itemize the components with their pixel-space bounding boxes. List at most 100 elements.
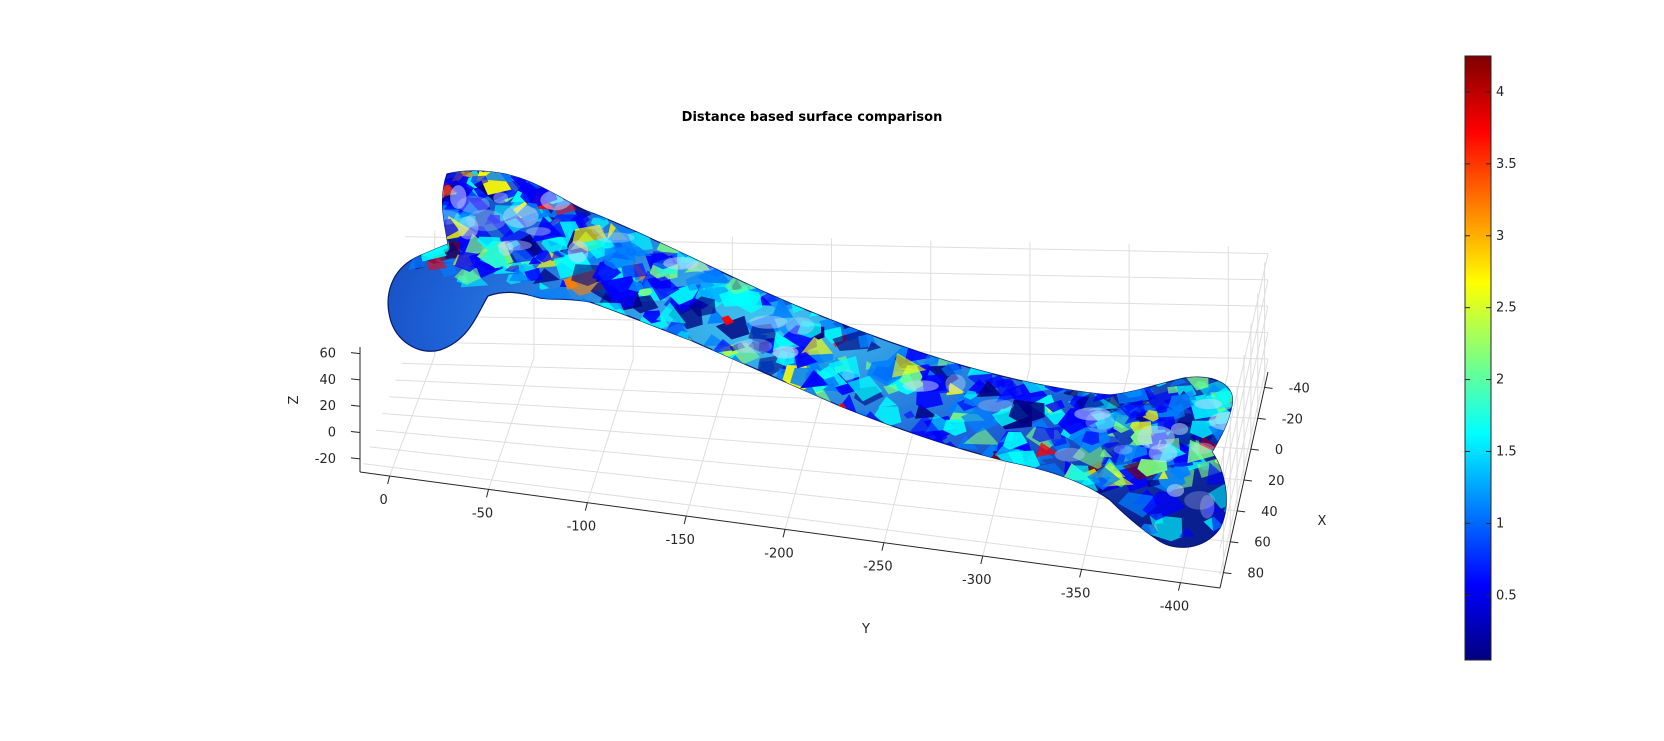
surface-patch bbox=[1014, 365, 1029, 377]
surface-patch bbox=[823, 376, 840, 389]
z-tick-label: 20 bbox=[319, 399, 336, 414]
surface-patch bbox=[1150, 515, 1183, 542]
x-tick-label: 60 bbox=[1254, 536, 1271, 551]
grid-line-z-right bbox=[1219, 358, 1269, 575]
surface-patch bbox=[791, 390, 815, 413]
surface-patch bbox=[656, 302, 687, 324]
surface-patch bbox=[396, 183, 436, 211]
surface-patch bbox=[874, 406, 902, 427]
surface-patch bbox=[565, 172, 578, 182]
z-tick-label: 0 bbox=[328, 426, 336, 441]
surface-highlight bbox=[772, 346, 799, 359]
x-tick-mark bbox=[1223, 572, 1232, 575]
surface-patch bbox=[710, 339, 737, 354]
z-tick-mark bbox=[350, 378, 361, 381]
x-tick-mark bbox=[1264, 386, 1273, 389]
surface-patch bbox=[943, 419, 967, 436]
surface-patch bbox=[1170, 466, 1191, 480]
surface-patch bbox=[398, 174, 428, 196]
colorbar-scale bbox=[1464, 55, 1492, 661]
y-tick-label: -200 bbox=[764, 546, 794, 561]
z-tick-label: 60 bbox=[319, 347, 336, 362]
y-tick-label: -350 bbox=[1061, 586, 1091, 601]
surface-highlight bbox=[457, 216, 479, 240]
surface-patch bbox=[410, 196, 437, 217]
surface-highlight bbox=[423, 210, 461, 225]
surface-patch bbox=[628, 280, 644, 292]
surface-patch bbox=[761, 292, 778, 304]
x-tick-label: -40 bbox=[1289, 381, 1310, 396]
surface-patch bbox=[616, 322, 646, 343]
z-axis-label: Z bbox=[287, 395, 302, 404]
surface-patch bbox=[796, 288, 822, 309]
colorbar-ticks: 4 3.5 3 2.5 2 1.5 1 0.5 bbox=[1465, 85, 1517, 603]
surface-highlight bbox=[525, 227, 551, 236]
surface-highlight bbox=[663, 257, 698, 270]
surface-patch bbox=[916, 389, 944, 409]
y-axis-label: Y bbox=[861, 622, 870, 637]
surface-highlight bbox=[466, 210, 506, 232]
surface-patch bbox=[528, 170, 553, 180]
surface-patch bbox=[1234, 525, 1254, 540]
surface-patch bbox=[648, 276, 680, 301]
surface-patch bbox=[395, 170, 428, 184]
surface-highlight bbox=[1194, 398, 1223, 410]
x-tick-mark bbox=[1243, 479, 1253, 482]
surface-patch bbox=[698, 243, 722, 257]
surface-patch bbox=[729, 289, 763, 314]
surface-patch bbox=[1072, 442, 1110, 469]
y-tick-mark bbox=[683, 515, 687, 525]
surface-highlight bbox=[567, 240, 589, 264]
surface-patch bbox=[1192, 359, 1217, 377]
surface-highlight bbox=[1074, 407, 1111, 421]
y-tick-label: -100 bbox=[567, 520, 597, 535]
y-tick-mark bbox=[1177, 582, 1181, 591]
surface-patch bbox=[388, 170, 392, 192]
surface-patch bbox=[563, 277, 579, 290]
surface-patch bbox=[426, 234, 441, 246]
surface-highlight bbox=[498, 240, 514, 256]
surface-patch bbox=[1189, 420, 1218, 439]
surface-patch bbox=[1044, 426, 1067, 447]
surface-patch bbox=[1145, 360, 1176, 380]
surface-patch bbox=[481, 170, 513, 183]
surface-highlight bbox=[732, 340, 754, 354]
x-tick-mark bbox=[1257, 417, 1266, 420]
surface-patch bbox=[401, 185, 438, 209]
y-tick-mark bbox=[1079, 569, 1083, 578]
surface-patch bbox=[638, 287, 653, 298]
surface-patch bbox=[891, 353, 927, 378]
x-tick-mark bbox=[1230, 541, 1239, 544]
surface-patch bbox=[1187, 439, 1221, 464]
surface-highlight bbox=[493, 192, 509, 204]
surface-patch bbox=[1008, 399, 1045, 425]
surface-patch bbox=[800, 370, 831, 389]
surface-highlight bbox=[497, 240, 532, 251]
surface-patch bbox=[1155, 405, 1167, 414]
surface-patch bbox=[603, 202, 620, 215]
surface-highlight bbox=[945, 374, 966, 393]
surface-patch bbox=[688, 360, 716, 382]
colorbar-tick-label: 1 bbox=[1496, 516, 1504, 531]
x-tick-label: 40 bbox=[1261, 505, 1278, 520]
surface-patch bbox=[400, 170, 434, 185]
surface-patch bbox=[1121, 444, 1148, 461]
surface-highlight bbox=[1085, 410, 1115, 433]
surface-patch bbox=[388, 170, 392, 181]
z-tick-mark bbox=[350, 431, 361, 434]
surface-patch bbox=[794, 352, 818, 369]
surface-patch bbox=[1086, 466, 1121, 490]
surface-patch bbox=[875, 313, 906, 341]
surface-patch bbox=[550, 170, 571, 180]
grid-line-z-right bbox=[1219, 332, 1269, 549]
surface-patch bbox=[941, 360, 964, 377]
surface-patch bbox=[509, 268, 534, 283]
surface-patch bbox=[1239, 525, 1254, 534]
surface-patch bbox=[561, 170, 584, 176]
surface-patch bbox=[477, 236, 502, 251]
colorbar-tick-label: 2.5 bbox=[1496, 301, 1517, 316]
surface-patch bbox=[1119, 465, 1151, 492]
surface-highlight bbox=[902, 380, 939, 392]
surface-patch bbox=[422, 221, 437, 230]
surface-patch bbox=[542, 170, 573, 183]
